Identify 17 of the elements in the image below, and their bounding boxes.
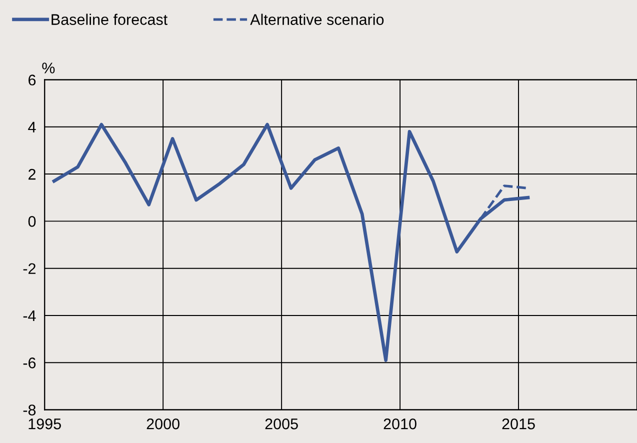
y-tick-label: -6 <box>23 357 36 368</box>
y-tick-label: -2 <box>23 263 36 274</box>
x-tick-label: 2005 <box>265 418 298 430</box>
y-tick-label: -8 <box>23 404 36 416</box>
x-tick-label: 2000 <box>146 418 180 430</box>
legend-label: Baseline forecast <box>52 14 168 25</box>
x-tick-label: 1995 <box>28 418 61 430</box>
y-tick-label: -4 <box>23 310 36 322</box>
x-tick-label: 2015 <box>502 418 535 430</box>
line-series <box>52 122 530 362</box>
legend-label: Alternative scenario <box>250 14 384 25</box>
y-axis-title: % <box>42 62 55 74</box>
y-tick-label: 4 <box>28 122 36 132</box>
y-tick-label: 6 <box>28 74 36 86</box>
y-tick-label: 0 <box>28 216 36 227</box>
y-tick-label: 2 <box>28 168 36 180</box>
x-tick-label: 2010 <box>384 418 416 430</box>
